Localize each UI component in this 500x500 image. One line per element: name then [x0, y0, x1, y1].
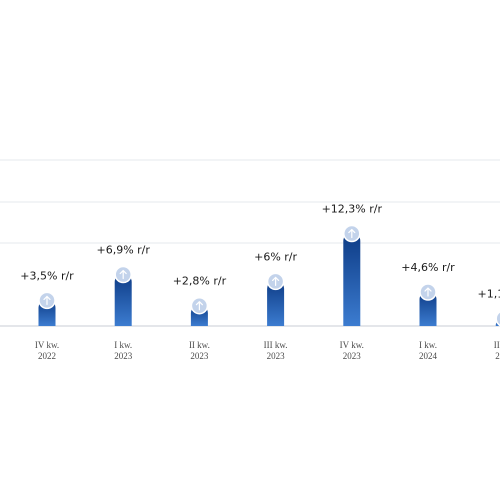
arrow-up-icon	[495, 310, 500, 327]
arrow-up-icon	[114, 265, 132, 284]
arrow-up-glyph	[43, 295, 51, 305]
data-label: +3,5% r/r	[20, 269, 74, 282]
arrow-up-glyph	[424, 287, 432, 297]
arrow-marker-circle	[495, 310, 500, 327]
data-label: +6,9% r/r	[96, 244, 150, 257]
x-tick-label-year: 2023	[190, 351, 209, 361]
data-label: +12,3% r/r	[322, 203, 383, 216]
arrow-up-glyph	[119, 269, 127, 280]
arrow-up-icon	[190, 296, 209, 315]
bar	[267, 280, 285, 326]
x-tick-label-quarter: II kw.	[494, 340, 500, 350]
bar	[343, 232, 361, 326]
x-tick-label-year: 2024	[419, 351, 438, 361]
arrow-up-icon	[343, 224, 361, 243]
x-tick-label-quarter: I kw.	[419, 340, 437, 350]
x-tick-label-year: 2023	[343, 351, 362, 361]
arrow-markers	[38, 224, 500, 327]
x-tick-label-year: 2023	[267, 351, 286, 361]
x-tick-label-year: 2022	[38, 351, 56, 361]
arrow-up-icon	[419, 283, 437, 301]
data-label: +2,8% r/r	[173, 275, 227, 288]
gridlines	[0, 159, 500, 327]
x-tick-label-quarter: IV kw.	[35, 340, 59, 350]
arrow-up-glyph	[195, 301, 203, 311]
x-tick-label-quarter: IV kw.	[340, 340, 364, 350]
x-tick-label-year: 2024	[495, 351, 500, 361]
bar	[114, 273, 132, 326]
data-label: +1,1% r/r	[477, 288, 500, 301]
arrow-up-icon	[38, 291, 56, 310]
data-label: +6% r/r	[254, 250, 297, 263]
arrow-up-icon	[266, 272, 285, 291]
x-tick-label-quarter: III kw.	[264, 340, 288, 350]
x-tick-label-quarter: II kw.	[189, 340, 210, 350]
arrow-up-glyph	[348, 228, 356, 239]
data-label: +4,6% r/r	[401, 261, 455, 274]
x-tick-label-quarter: I kw.	[114, 340, 132, 350]
bars	[38, 232, 500, 326]
arrow-up-glyph	[272, 276, 280, 286]
x-tick-label-year: 2023	[114, 351, 133, 361]
bar	[419, 291, 437, 326]
value-labels: +3,5% r/r +6,9% r/r +2,8% r/r +6% r/r +12,3%…	[20, 203, 500, 301]
